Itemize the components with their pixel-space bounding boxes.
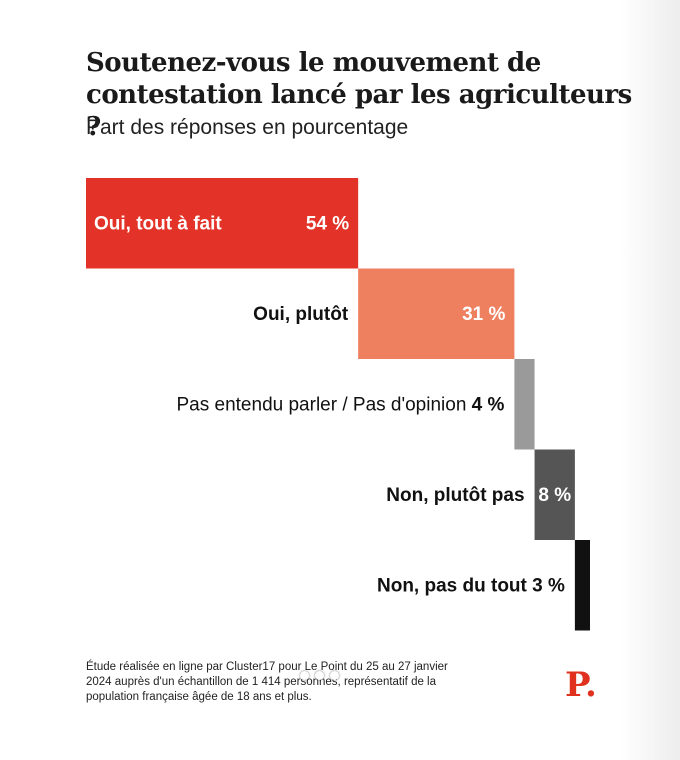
pager-dot[interactable] [330, 671, 339, 680]
bar-3 [514, 359, 535, 450]
image-pager-dots[interactable] [300, 671, 339, 680]
category-label: Oui, tout à fait [94, 213, 222, 234]
chart-title: Soutenez-vous le mouvement de contestati… [86, 48, 632, 142]
chart-subtitle: Part des réponses en pourcentage [86, 116, 409, 139]
bar-1 [86, 178, 359, 269]
source-note: Étude réalisée en ligne par Cluster17 po… [86, 661, 448, 703]
pager-dot[interactable] [300, 671, 309, 680]
page-edge-shadow [620, 0, 680, 760]
value-label: 8 % [538, 485, 571, 506]
value-label: 54 % [306, 213, 349, 234]
category-label: Non, pas du tout [377, 575, 528, 596]
bar-4 [534, 449, 575, 540]
value-label: 3 % [532, 575, 565, 596]
value-label: 4 % [472, 394, 505, 415]
le-point-logo: P. [565, 665, 597, 705]
value-label: 31 % [462, 304, 505, 325]
bar-2 [358, 268, 515, 359]
pager-dot[interactable] [315, 671, 324, 680]
category-label: Non, plutôt pas [386, 485, 524, 506]
category-label: Pas entendu parler / Pas d'opinion [177, 394, 467, 415]
bar-5 [574, 540, 590, 631]
category-label: Oui, plutôt [253, 304, 349, 325]
